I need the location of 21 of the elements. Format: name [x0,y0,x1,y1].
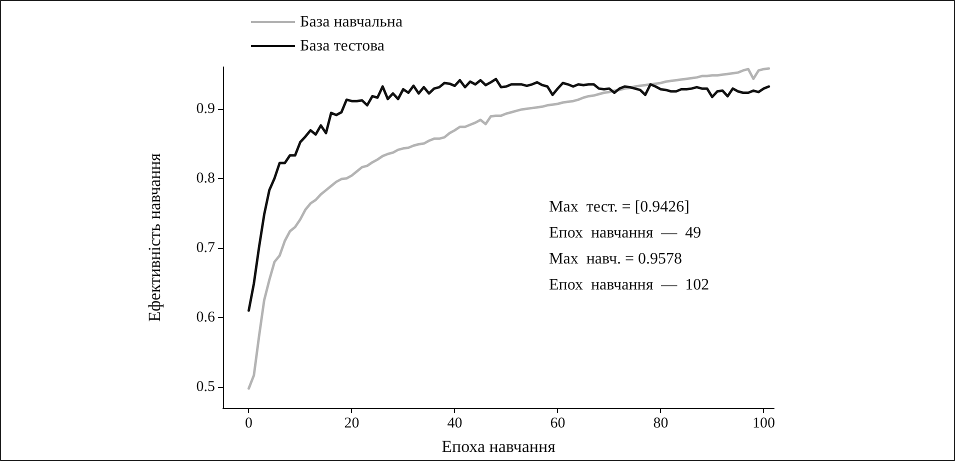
x-axis-title: Епоха навчання [442,437,556,456]
y-tick-label: 0.9 [196,100,215,117]
line-series [248,67,770,390]
line-series [248,78,770,312]
y-axis-title: Ефективність навчання [145,153,164,322]
y-tick-label: 0.8 [196,170,215,186]
x-tick-label: 20 [344,416,360,432]
annotation: Max навч. = 0.9578 [549,250,682,268]
legend-label: База навчальна [300,14,403,30]
x-tick-label: 0 [245,416,252,432]
y-tick-label: 0.6 [196,310,216,326]
x-tick-label: 80 [653,416,668,432]
x-tick-label: 40 [447,416,462,432]
annotation: Епох навчання — 102 [549,276,710,294]
y-tick-label: 0.5 [196,379,215,396]
legend-label: База тестова [300,38,385,54]
annotation: Max тест. = [0.9426] [549,198,690,216]
x-tick-label: 100 [752,416,775,432]
annotation: Епох навчання — 49 [549,224,702,242]
x-tick-label: 60 [550,416,566,432]
y-tick-label: 0.7 [196,240,216,256]
